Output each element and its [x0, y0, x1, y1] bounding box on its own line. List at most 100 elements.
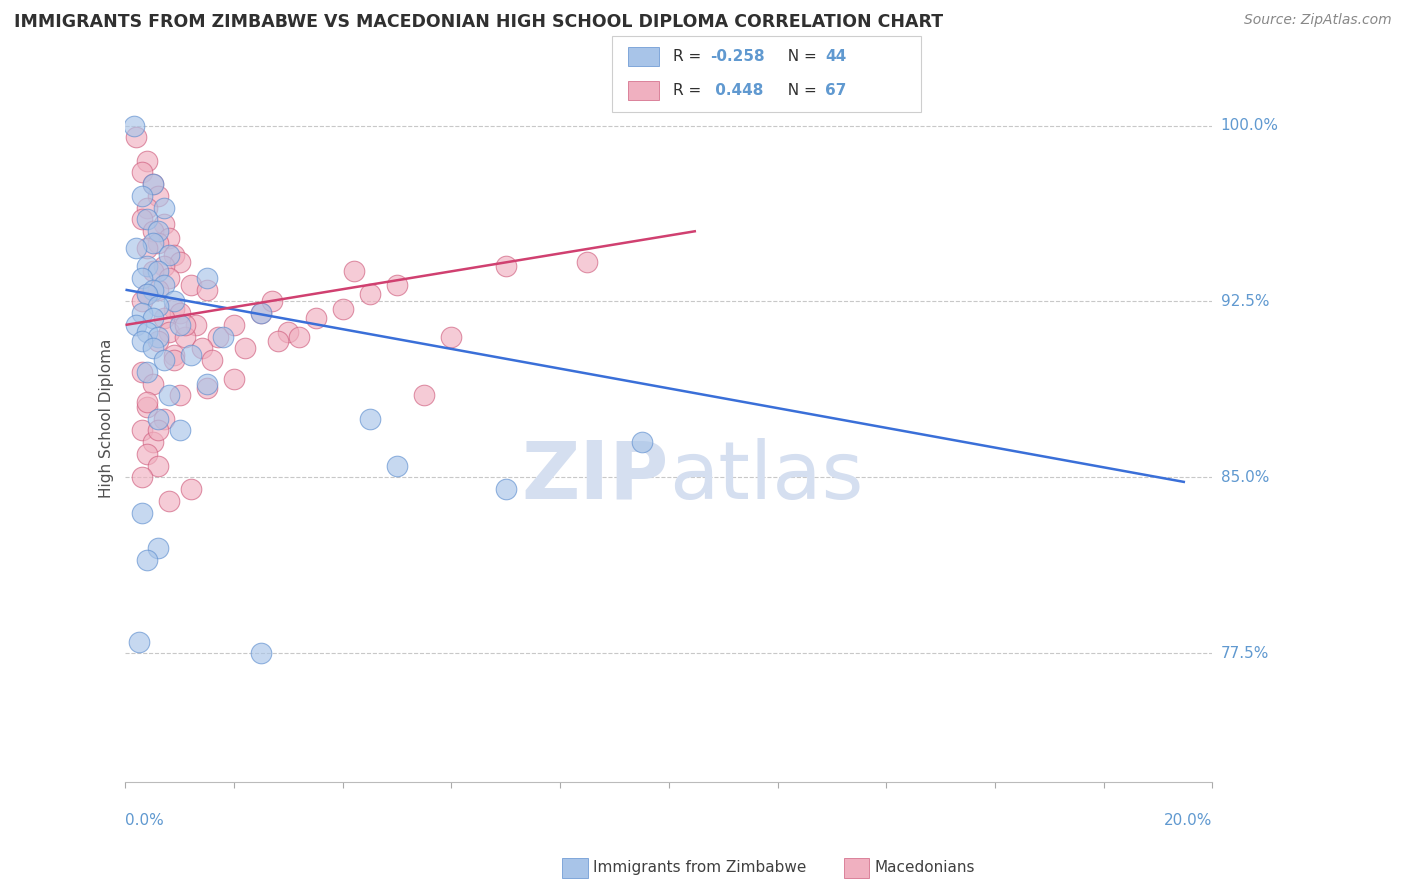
- Point: [359, 287, 381, 301]
- Point: [250, 646, 273, 660]
- Point: [142, 283, 165, 297]
- Point: [332, 301, 354, 316]
- Point: [277, 325, 299, 339]
- Point: [195, 271, 218, 285]
- Point: [152, 353, 174, 368]
- Point: [152, 260, 174, 274]
- Point: [136, 212, 159, 227]
- Point: [152, 217, 174, 231]
- Point: [146, 329, 169, 343]
- Point: [131, 294, 153, 309]
- Text: Immigrants from Zimbabwe: Immigrants from Zimbabwe: [593, 860, 807, 874]
- Text: 44: 44: [825, 49, 846, 64]
- Point: [131, 365, 153, 379]
- Point: [136, 325, 159, 339]
- Point: [440, 329, 463, 343]
- Point: [157, 494, 180, 508]
- Point: [157, 231, 180, 245]
- Point: [152, 310, 174, 325]
- Point: [630, 435, 652, 450]
- Point: [157, 247, 180, 261]
- Point: [163, 294, 186, 309]
- Point: [195, 283, 218, 297]
- Point: [152, 278, 174, 293]
- Point: [212, 329, 235, 343]
- Point: [131, 165, 153, 179]
- Point: [195, 381, 218, 395]
- Point: [152, 411, 174, 425]
- Text: 77.5%: 77.5%: [1220, 646, 1268, 661]
- Text: 92.5%: 92.5%: [1220, 294, 1270, 309]
- Point: [131, 470, 153, 484]
- Point: [201, 353, 224, 368]
- Point: [136, 447, 159, 461]
- Point: [224, 318, 246, 332]
- Point: [131, 271, 153, 285]
- Point: [142, 435, 165, 450]
- Y-axis label: High School Diploma: High School Diploma: [100, 339, 114, 499]
- Point: [233, 342, 256, 356]
- Point: [125, 318, 148, 332]
- Text: R =: R =: [673, 49, 707, 64]
- Point: [157, 325, 180, 339]
- Point: [163, 353, 186, 368]
- Point: [136, 400, 159, 414]
- Point: [146, 224, 169, 238]
- Point: [131, 306, 153, 320]
- Text: 67: 67: [825, 83, 846, 98]
- Point: [128, 634, 150, 648]
- Point: [136, 260, 159, 274]
- Point: [169, 424, 191, 438]
- Point: [266, 334, 288, 349]
- Point: [304, 310, 326, 325]
- Point: [180, 482, 202, 496]
- Text: 100.0%: 100.0%: [1220, 118, 1278, 133]
- Point: [146, 424, 169, 438]
- Point: [136, 201, 159, 215]
- Point: [250, 306, 273, 320]
- Point: [174, 318, 197, 332]
- Point: [359, 411, 381, 425]
- Point: [195, 376, 218, 391]
- Point: [136, 287, 159, 301]
- Point: [180, 348, 202, 362]
- Point: [146, 541, 169, 555]
- Text: R =: R =: [673, 83, 707, 98]
- Point: [142, 235, 165, 250]
- Point: [131, 334, 153, 349]
- Text: N =: N =: [778, 83, 821, 98]
- Point: [184, 318, 207, 332]
- Point: [136, 395, 159, 409]
- Point: [142, 224, 165, 238]
- Point: [180, 278, 202, 293]
- Point: [163, 247, 186, 261]
- Point: [131, 189, 153, 203]
- Point: [146, 189, 169, 203]
- Point: [157, 388, 180, 402]
- Point: [413, 388, 436, 402]
- Point: [142, 177, 165, 191]
- Text: 0.0%: 0.0%: [125, 813, 165, 828]
- Point: [207, 329, 229, 343]
- Point: [146, 411, 169, 425]
- Point: [169, 254, 191, 268]
- Point: [146, 458, 169, 473]
- Text: Macedonians: Macedonians: [875, 860, 974, 874]
- Point: [288, 329, 311, 343]
- Point: [190, 342, 212, 356]
- Point: [142, 177, 165, 191]
- Point: [163, 301, 186, 316]
- Point: [146, 264, 169, 278]
- Text: N =: N =: [778, 49, 821, 64]
- Point: [157, 271, 180, 285]
- Point: [146, 235, 169, 250]
- Point: [136, 287, 159, 301]
- Point: [146, 299, 169, 313]
- Point: [142, 342, 165, 356]
- Text: -0.258: -0.258: [710, 49, 765, 64]
- Point: [385, 458, 408, 473]
- Point: [136, 365, 159, 379]
- Text: IMMIGRANTS FROM ZIMBABWE VS MACEDONIAN HIGH SCHOOL DIPLOMA CORRELATION CHART: IMMIGRANTS FROM ZIMBABWE VS MACEDONIAN H…: [14, 13, 943, 31]
- Point: [152, 201, 174, 215]
- Point: [174, 329, 197, 343]
